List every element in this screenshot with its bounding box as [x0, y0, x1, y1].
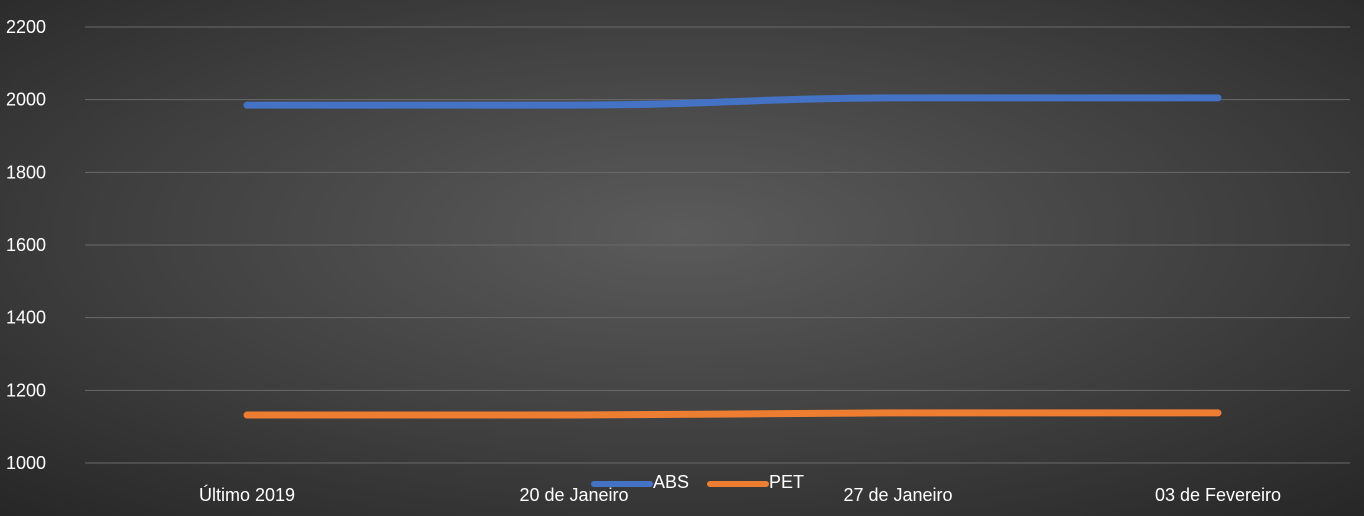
- y-tick-label: 1200: [6, 380, 46, 400]
- legend-label-abs: ABS: [653, 472, 689, 492]
- legend-label-pet: PET: [769, 472, 804, 492]
- y-tick-label: 2200: [6, 17, 46, 37]
- x-tick-label: 20 de Janeiro: [519, 485, 628, 505]
- x-tick-label: Último 2019: [199, 484, 295, 505]
- y-tick-label: 2000: [6, 90, 46, 110]
- y-tick-label: 1000: [6, 453, 46, 473]
- x-axis-tick-labels: Último 2019 20 de Janeiro 27 de Janeiro 03 …: [199, 484, 1281, 505]
- x-tick-label: 27 de Janeiro: [843, 485, 952, 505]
- x-tick-label: 03 de Fevereiro: [1155, 485, 1281, 505]
- y-tick-label: 1800: [6, 162, 46, 182]
- y-tick-label: 1400: [6, 308, 46, 328]
- y-tick-label: 1600: [6, 235, 46, 255]
- legend: ABS PET: [591, 472, 804, 492]
- series-lines: [243, 94, 1222, 419]
- y-axis-tick-labels: 1000 1200 1400 1600 1800 2000 2200: [6, 17, 46, 473]
- series-line-pet: [243, 409, 1222, 419]
- series-line-abs: [243, 94, 1222, 109]
